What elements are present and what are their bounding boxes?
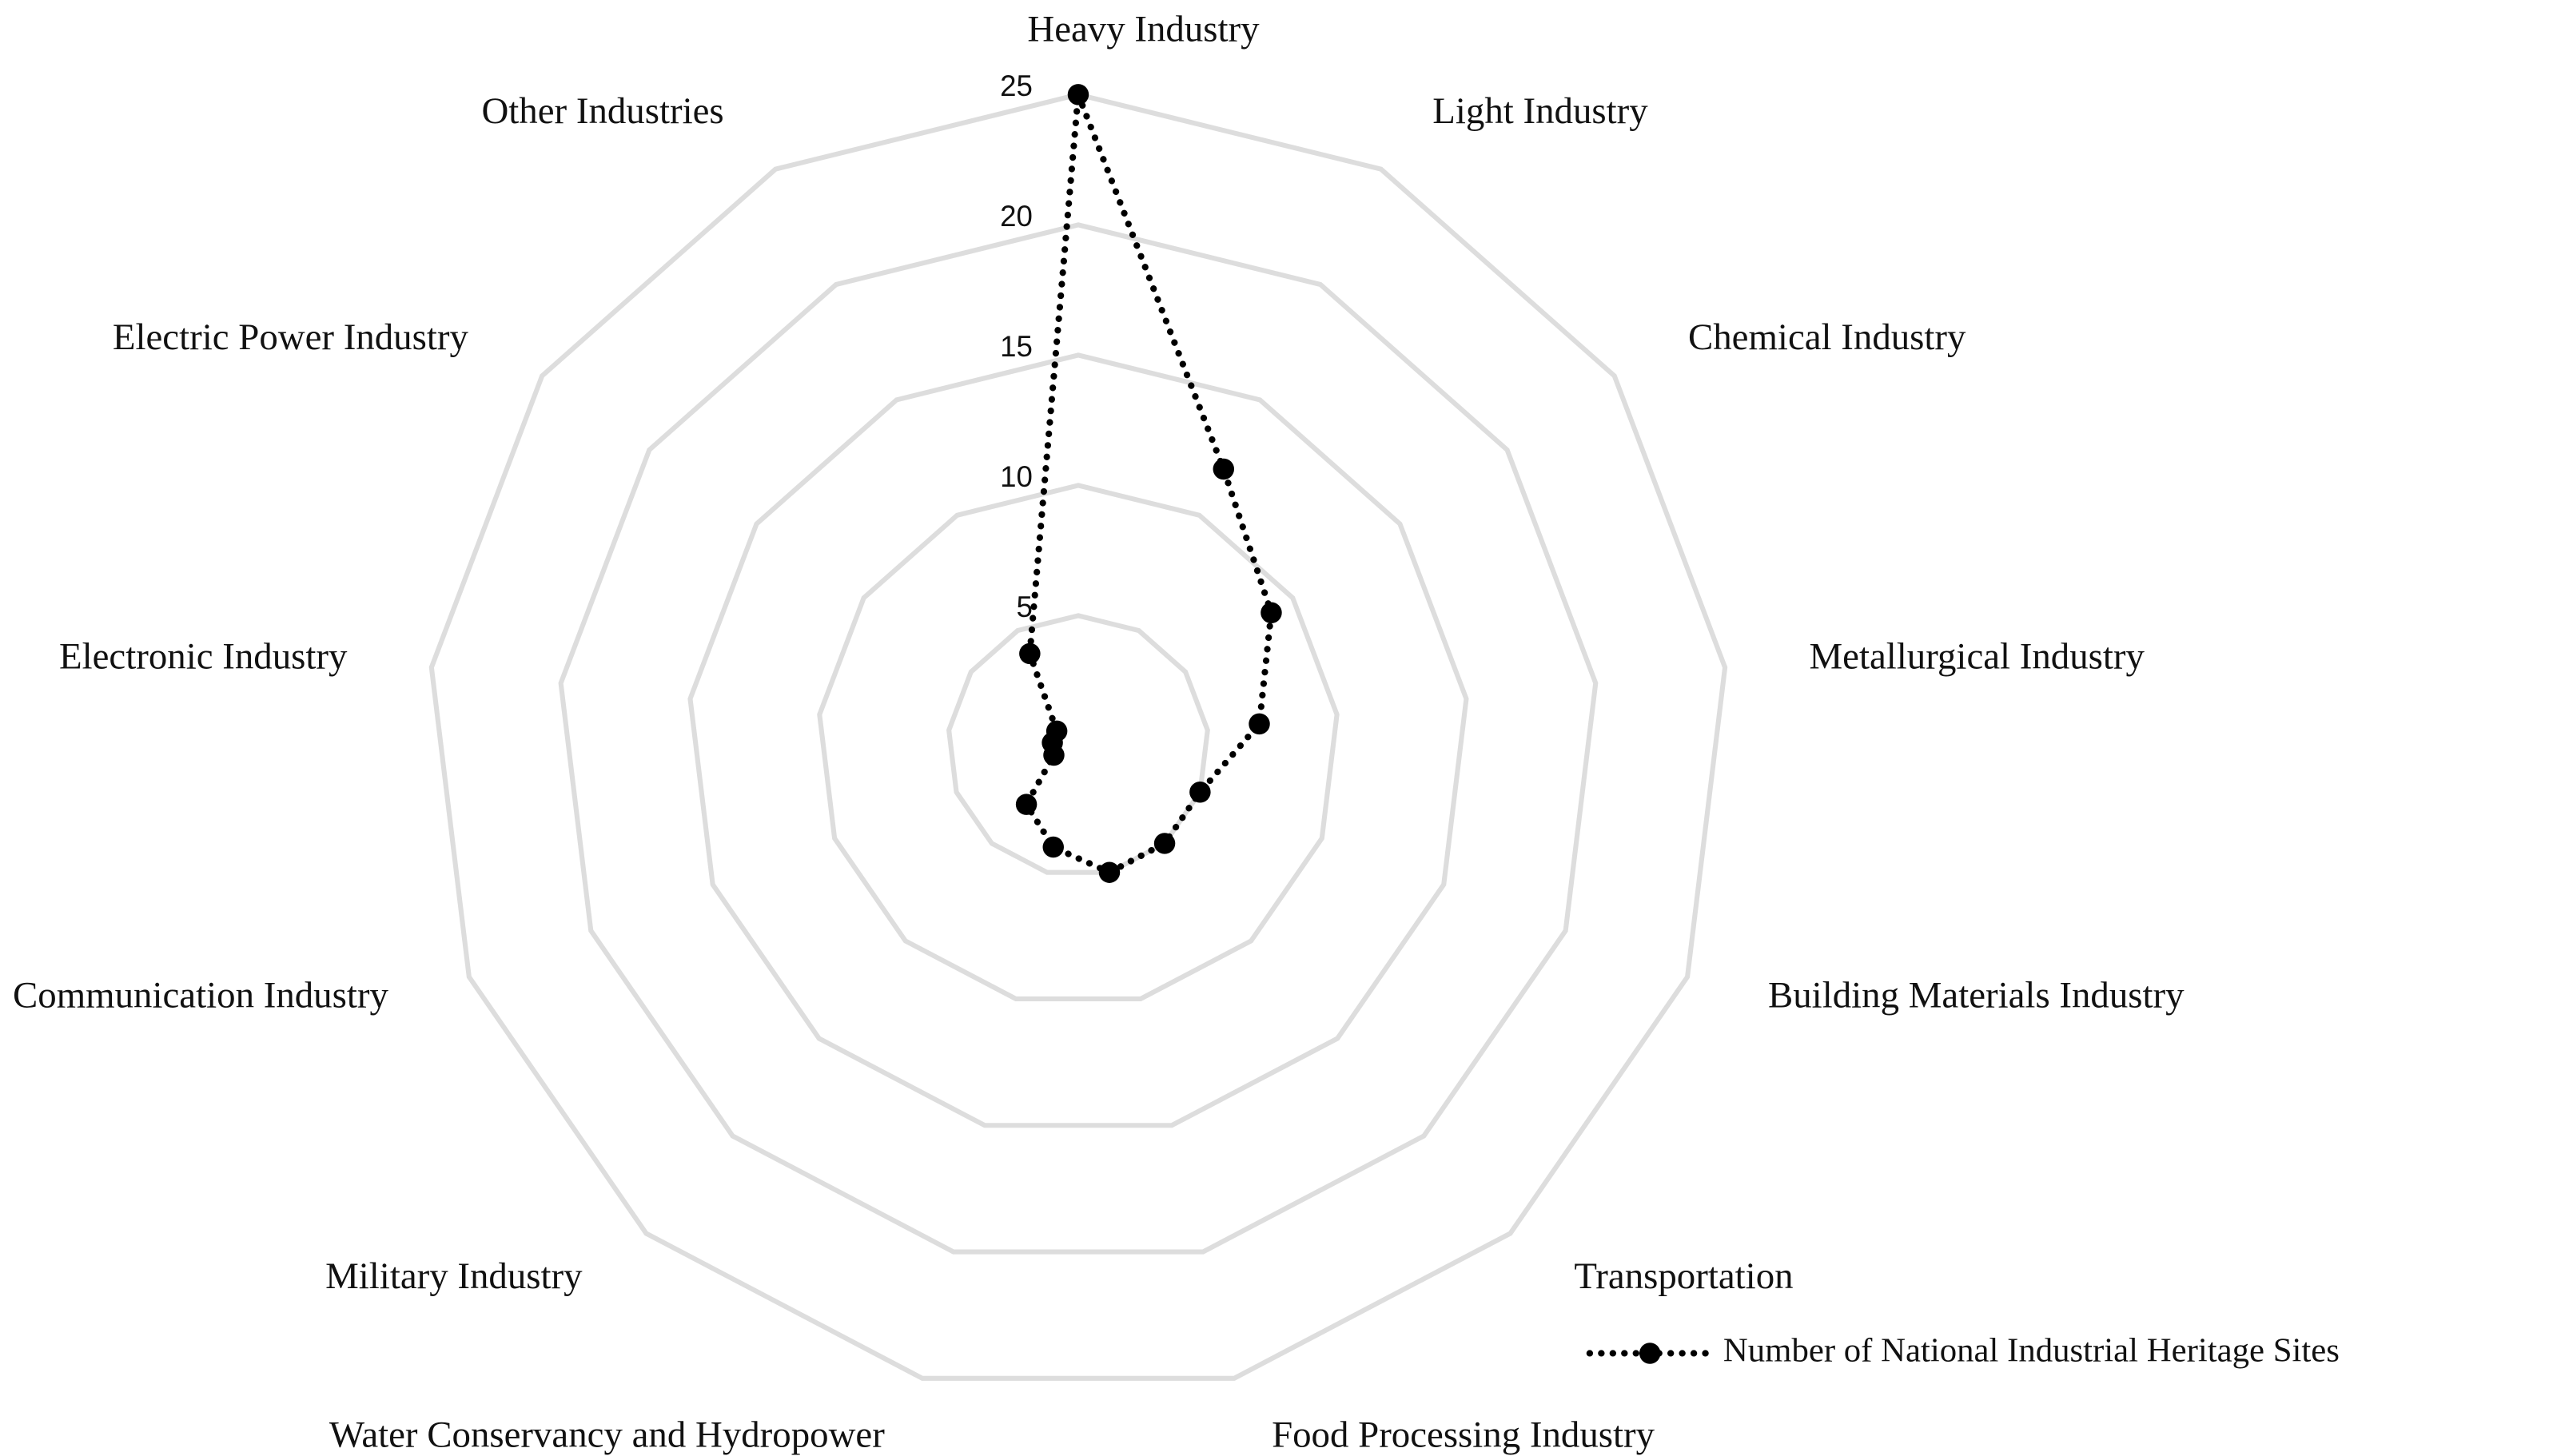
r-tick-label: 20 bbox=[1000, 200, 1033, 233]
data-point bbox=[1098, 861, 1121, 883]
category-label: Chemical Industry bbox=[1688, 316, 1966, 358]
category-label: Light Industry bbox=[1432, 90, 1648, 132]
r-tick-label: 15 bbox=[1000, 330, 1033, 363]
data-point bbox=[1019, 642, 1041, 665]
category-label: Military Industry bbox=[325, 1255, 583, 1297]
grid-ring bbox=[946, 613, 1210, 875]
category-label: Heavy Industry bbox=[1027, 9, 1260, 50]
category-label: Water Conservancy and Hydropower bbox=[329, 1414, 885, 1456]
legend-label: Number of National Industrial Heritage S… bbox=[1723, 1331, 2340, 1369]
data-point bbox=[1261, 602, 1282, 623]
r-tick-label: 10 bbox=[1000, 460, 1033, 493]
r-tick-label: 5 bbox=[1017, 591, 1033, 623]
data-point bbox=[1213, 458, 1235, 480]
r-tick-label: 25 bbox=[1000, 70, 1033, 102]
category-label: Transportation bbox=[1574, 1255, 1793, 1297]
grid-ring bbox=[558, 222, 1599, 1255]
legend-marker bbox=[1639, 1343, 1661, 1364]
category-label: Metallurgical Industry bbox=[1809, 636, 2145, 678]
category-label: Communication Industry bbox=[13, 975, 388, 1016]
grid-ring bbox=[428, 92, 1728, 1381]
data-point bbox=[1042, 836, 1064, 858]
series-line bbox=[1022, 93, 1275, 877]
category-label: Electronic Industry bbox=[59, 636, 348, 678]
data-point bbox=[1189, 781, 1211, 803]
category-label: Other Industries bbox=[481, 90, 723, 132]
grid-ring bbox=[817, 483, 1340, 1002]
data-point bbox=[1153, 833, 1176, 854]
category-label: Building Materials Industry bbox=[1768, 975, 2185, 1016]
data-point bbox=[1249, 713, 1270, 735]
category-label: Food Processing Industry bbox=[1272, 1414, 1655, 1456]
data-point bbox=[1067, 84, 1089, 105]
data-point bbox=[1015, 794, 1038, 815]
data-point bbox=[1045, 720, 1068, 742]
category-label: Electric Power Industry bbox=[113, 316, 469, 358]
grid-ring bbox=[687, 352, 1469, 1128]
